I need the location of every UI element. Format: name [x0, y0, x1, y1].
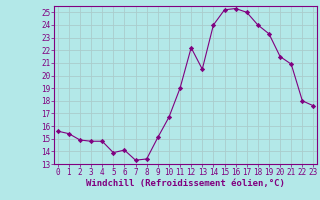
X-axis label: Windchill (Refroidissement éolien,°C): Windchill (Refroidissement éolien,°C)	[86, 179, 285, 188]
